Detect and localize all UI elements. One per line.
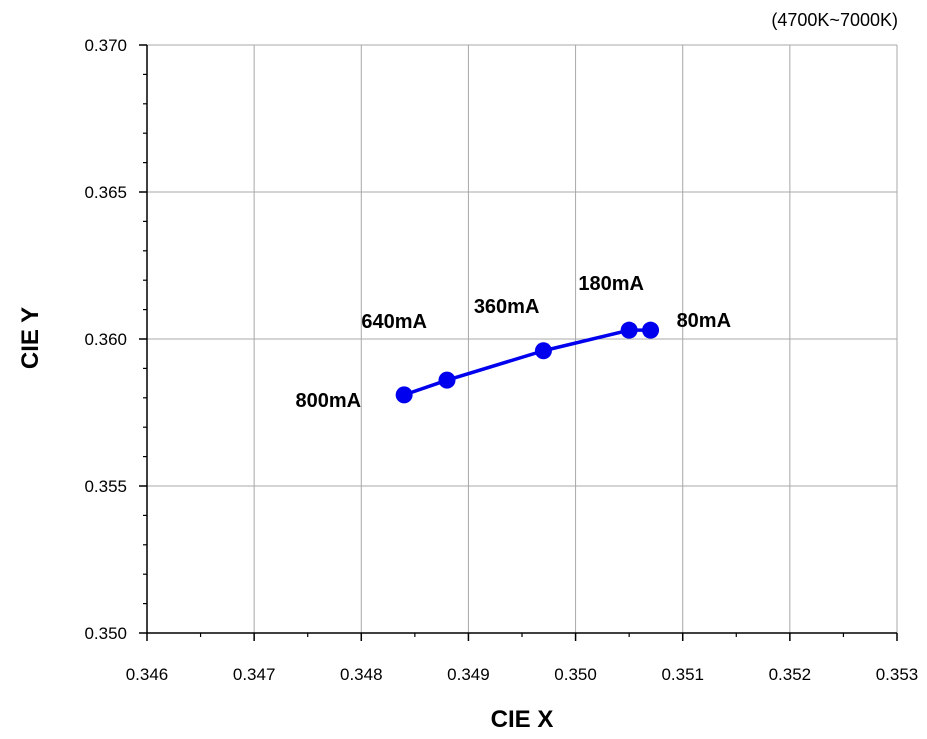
x-tick-label: 0.350 bbox=[554, 665, 597, 684]
point-label: 360mA bbox=[474, 296, 540, 318]
x-tick-label: 0.348 bbox=[340, 665, 383, 684]
data-point bbox=[642, 321, 660, 339]
y-tick-label: 0.365 bbox=[84, 183, 127, 202]
x-tick-label: 0.347 bbox=[233, 665, 276, 684]
y-tick-label: 0.355 bbox=[84, 477, 127, 496]
point-label: 80mA bbox=[677, 310, 731, 332]
top-note: (4700K~7000K) bbox=[771, 10, 898, 30]
data-point bbox=[395, 386, 413, 404]
x-tick-label: 0.346 bbox=[126, 665, 169, 684]
x-tick-label: 0.353 bbox=[876, 665, 919, 684]
y-axis-title: CIE Y bbox=[17, 307, 44, 369]
axes: 0.346 0.347 0.348 0.349 0.350 0.351 0.352 0.353… bbox=[84, 36, 918, 684]
data-series bbox=[395, 321, 660, 404]
x-tick-label: 0.349 bbox=[447, 665, 490, 684]
y-tick-label: 0.350 bbox=[84, 624, 127, 643]
x-axis-title: CIE X bbox=[491, 706, 554, 733]
data-point bbox=[620, 321, 638, 339]
y-tick-label: 0.370 bbox=[84, 36, 127, 55]
x-tick-label: 0.352 bbox=[769, 665, 812, 684]
y-tick-label: 0.360 bbox=[84, 330, 127, 349]
point-labels: 800mA 640mA 360mA 180mA 80mA bbox=[296, 273, 732, 412]
data-point bbox=[438, 371, 456, 389]
point-label: 800mA bbox=[296, 390, 362, 412]
grid bbox=[147, 44, 898, 633]
data-point bbox=[534, 342, 552, 360]
point-label: 180mA bbox=[578, 273, 644, 295]
point-label: 640mA bbox=[361, 311, 427, 333]
x-tick-label: 0.351 bbox=[661, 665, 704, 684]
